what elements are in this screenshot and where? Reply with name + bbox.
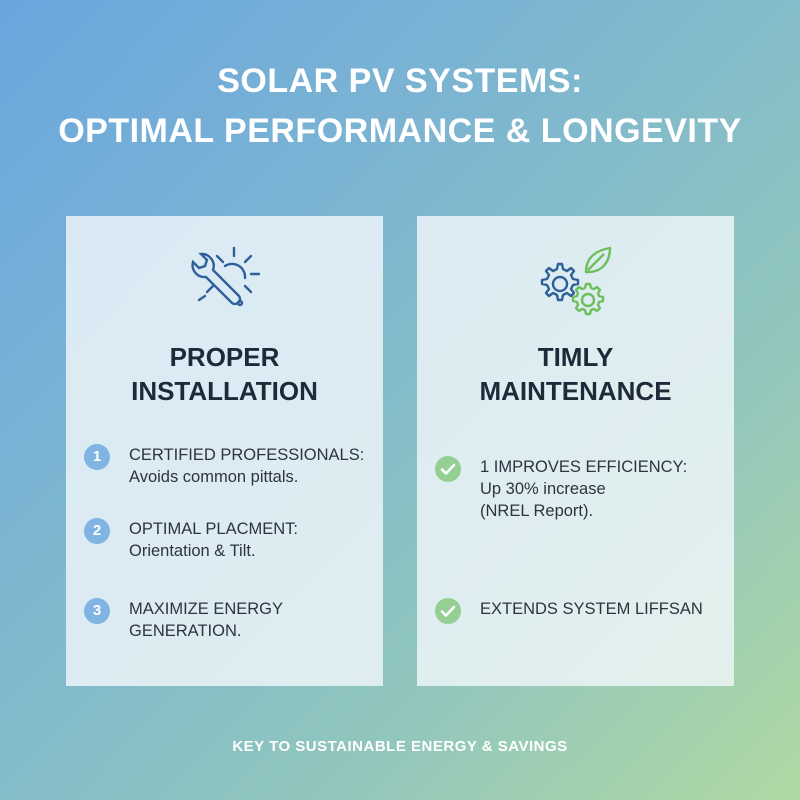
card-heading: PROPER INSTALLATION	[66, 340, 383, 408]
timely-maintenance-card: TIMLY MAINTENANCE 1 IMPROVES EFFICIENCY:…	[417, 216, 734, 686]
heading-line-1: TIMLY	[537, 342, 614, 372]
item-line: MAXIMIZE ENERGY	[129, 600, 284, 618]
number-badge: 2	[84, 518, 110, 544]
number-badge: 3	[84, 598, 110, 624]
check-icon	[435, 598, 461, 624]
title-line-2: OPTIMAL PERFORMANCE & LONGEVITY	[58, 112, 742, 150]
item-line: EXTENDS SYSTEM LIFFSAN	[480, 600, 703, 618]
item-text: EXTENDS SYSTEM LIFFSAN	[480, 598, 730, 620]
item-line: Avoids common pittals.	[129, 468, 299, 486]
item-line: 1 IMPROVES EFFICIENCY:	[480, 458, 688, 476]
item-line: Up 30% increase	[480, 480, 606, 498]
item-text: OPTIMAL PLACMENT: Orientation & Tilt.	[129, 518, 379, 562]
item-line: CERTIFIED PROFESSIONALS:	[129, 446, 365, 464]
heading-line-2: INSTALLATION	[131, 376, 318, 406]
gears-leaf-icon	[530, 242, 618, 322]
item-line: (NREL Report).	[480, 502, 594, 520]
item-line: Orientation & Tilt.	[129, 542, 256, 560]
number-badge: 1	[84, 444, 110, 470]
card-heading: TIMLY MAINTENANCE	[417, 340, 734, 408]
heading-line-2: MAINTENANCE	[479, 376, 672, 406]
page-title: SOLAR PV SYSTEMS: OPTIMAL PERFORMANCE & …	[0, 56, 800, 156]
item-text: MAXIMIZE ENERGY GENERATION.	[129, 598, 379, 642]
check-icon	[435, 456, 461, 482]
item-line: OPTIMAL PLACMENT:	[129, 520, 299, 538]
heading-line-1: PROPER	[169, 342, 280, 372]
item-text: CERTIFIED PROFESSIONALS: Avoids common p…	[129, 444, 379, 488]
proper-installation-card: PROPER INSTALLATION 1 CERTIFIED PROFESSI…	[66, 216, 383, 686]
item-text: 1 IMPROVES EFFICIENCY: Up 30% increase (…	[480, 456, 730, 522]
title-line-1: SOLAR PV SYSTEMS:	[217, 62, 583, 100]
item-line: GENERATION.	[129, 622, 242, 640]
footer-tagline: KEY TO SUSTAINABLE ENERGY & SAVINGS	[232, 738, 568, 755]
wrench-sun-icon	[179, 242, 267, 322]
